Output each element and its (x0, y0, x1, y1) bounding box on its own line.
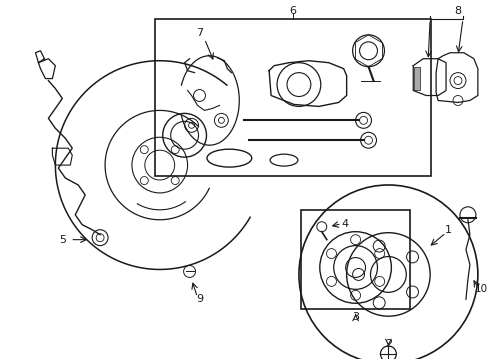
Text: 7: 7 (196, 28, 203, 38)
Bar (300, 210, 409, 309)
Text: 2: 2 (384, 339, 391, 349)
Text: 6: 6 (289, 6, 296, 16)
Text: 3: 3 (351, 312, 358, 322)
Text: 10: 10 (474, 284, 488, 294)
Bar (155, 19, 430, 176)
Text: 5: 5 (59, 235, 66, 245)
Text: 9: 9 (196, 294, 203, 304)
Text: 8: 8 (453, 6, 461, 16)
Text: 1: 1 (444, 225, 450, 235)
Text: 4: 4 (341, 219, 347, 229)
Bar (413, 67, 419, 90)
